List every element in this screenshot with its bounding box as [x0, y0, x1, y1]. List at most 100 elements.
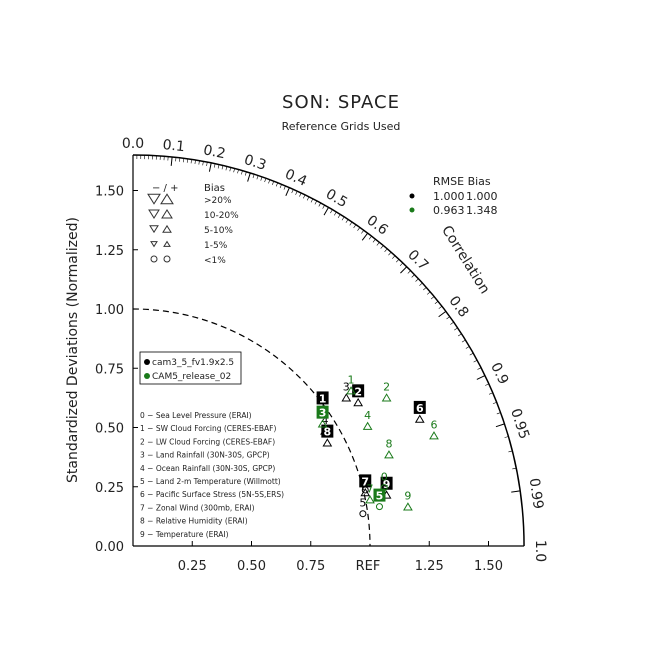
- corr-minor-tick: [213, 163, 216, 168]
- data-point-marker: [353, 397, 364, 407]
- model-legend: cam3_5_fv1.9x2.5 CAM5_release_02: [139, 351, 242, 385]
- corr-major-tick: [495, 423, 505, 428]
- corr-tick-label: 0.5: [323, 186, 350, 211]
- y-tick-label: 1.00: [95, 303, 124, 318]
- corr-minor-tick: [349, 221, 353, 226]
- corr-minor-tick: [380, 245, 384, 249]
- data-point-label-box: [359, 474, 372, 488]
- corr-tick-label: 0.7: [404, 247, 431, 274]
- corr-minor-tick: [268, 179, 271, 184]
- data-point-label: 4: [321, 414, 328, 427]
- corr-minor-tick: [221, 165, 224, 170]
- y-tick-label: 0.00: [95, 540, 124, 555]
- bias-legend-header: Bias: [204, 183, 225, 194]
- corr-minor-tick: [283, 185, 286, 190]
- corr-minor-tick: [202, 161, 204, 166]
- corr-tick-label: 0.2: [202, 142, 227, 162]
- corr-major-tick: [285, 187, 290, 197]
- corr-minor-tick: [434, 301, 439, 305]
- corr-minor-tick: [492, 401, 497, 405]
- corr-minor-tick: [295, 190, 298, 195]
- bias-legend-row: <1%: [204, 256, 226, 266]
- data-point-label: 3: [319, 407, 327, 420]
- case-legend-row: 0 − Sea Level Pressure (ERAI): [140, 411, 252, 420]
- bias-legend-row: >20%: [204, 196, 232, 206]
- bias-up-triangle-icon: [163, 240, 171, 247]
- model-dot-icon: [144, 373, 150, 379]
- corr-major-tick: [208, 162, 212, 172]
- bias-down-triangle-icon: [150, 241, 158, 248]
- data-point-marker: [381, 393, 392, 402]
- ref-label: REF: [356, 559, 381, 574]
- corr-minor-tick: [198, 160, 200, 165]
- correlation-label: Correlation: [438, 223, 492, 297]
- corr-minor-tick: [272, 181, 275, 186]
- corr-minor-tick: [461, 339, 466, 343]
- data-point-label: 7: [361, 475, 369, 488]
- corr-tick-label: 0.0: [122, 136, 144, 152]
- data-point-marker: [359, 510, 367, 518]
- corr-major-tick: [400, 266, 408, 274]
- corr-minor-tick: [260, 176, 263, 181]
- case-legend-row: 5 − Land 2-m Temperature (Willmott): [140, 477, 281, 486]
- data-point-label: 1: [348, 373, 355, 386]
- data-point-label: 6: [416, 402, 424, 415]
- x-tick-label: 0.50: [237, 559, 266, 574]
- outer-arc: [132, 154, 525, 547]
- corr-minor-tick: [322, 204, 325, 209]
- data-point-marker: [360, 487, 371, 497]
- bias-up-triangle-icon: [160, 193, 174, 205]
- corr-tick-label: 0.95: [507, 407, 532, 442]
- bias-value: 1.000: [466, 190, 498, 203]
- corr-minor-tick: [372, 238, 376, 243]
- corr-minor-tick: [190, 159, 192, 164]
- corr-minor-tick: [244, 171, 247, 176]
- bias-legend-row: 10-20%: [204, 211, 239, 221]
- corr-minor-tick: [419, 282, 423, 286]
- data-point-marker: [322, 438, 333, 447]
- data-point-label: 8: [385, 437, 392, 450]
- data-point-label: 6: [430, 419, 437, 432]
- data-point-label: 4: [364, 409, 371, 422]
- corr-minor-tick: [438, 306, 443, 309]
- corr-minor-tick: [368, 235, 372, 240]
- case-legend-row: 6 − Pacific Surface Stress (5N-5S,ERS): [140, 490, 284, 499]
- data-point-label: 2: [383, 381, 390, 394]
- corr-tick-label: 0.9: [487, 360, 511, 387]
- corr-minor-tick: [423, 287, 427, 291]
- corr-minor-tick: [264, 178, 267, 183]
- corr-minor-tick: [465, 346, 470, 349]
- corr-minor-tick: [361, 230, 364, 234]
- corr-minor-tick: [488, 392, 493, 395]
- corr-tick-label: 0.6: [363, 212, 390, 238]
- data-point-label-box: [316, 405, 329, 419]
- corr-minor-tick: [217, 164, 220, 169]
- rmse-dot-icon: [409, 193, 415, 199]
- corr-minor-tick: [256, 175, 259, 180]
- corr-minor-tick: [237, 169, 239, 174]
- corr-major-tick: [323, 207, 329, 216]
- corr-minor-tick: [330, 209, 333, 214]
- corr-minor-tick: [395, 259, 400, 263]
- bias-down-triangle-icon: [148, 209, 160, 219]
- corr-minor-tick: [430, 296, 435, 300]
- corr-tick-label: 1.0: [532, 540, 548, 562]
- corr-minor-tick: [291, 189, 294, 194]
- data-point-marker: [384, 450, 394, 459]
- corr-major-tick: [170, 156, 173, 166]
- corr-minor-tick: [345, 219, 349, 223]
- corr-tick-label: 0.99: [526, 477, 546, 510]
- x-tick-label: 1.50: [474, 559, 503, 574]
- x-tick-label: 0.75: [296, 559, 325, 574]
- data-point-label: 3: [343, 381, 350, 394]
- corr-minor-tick: [485, 383, 489, 386]
- case-legend-row: 3 − Land Rainfall (30N-30S, GPCP): [140, 451, 270, 460]
- corr-minor-tick: [299, 192, 302, 197]
- corr-minor-tick: [426, 291, 431, 295]
- corr-minor-tick: [388, 252, 392, 256]
- corr-minor-tick: [508, 450, 513, 453]
- corr-minor-tick: [186, 158, 189, 163]
